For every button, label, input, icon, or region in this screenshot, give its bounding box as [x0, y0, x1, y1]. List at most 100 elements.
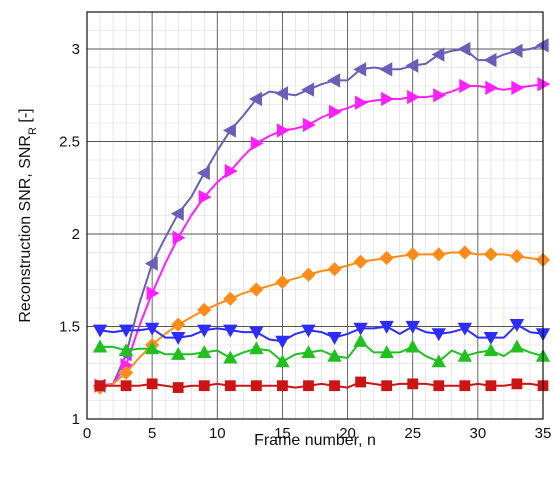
series-2-point: [198, 189, 212, 205]
series-4-point: [144, 322, 160, 336]
series-1-point: [457, 41, 471, 57]
series-5-point: [405, 339, 420, 353]
series-5-point: [457, 348, 473, 362]
series-6-point: [94, 380, 106, 392]
series-6-point: [511, 378, 523, 390]
series-6-point: [329, 380, 340, 392]
series-1-point: [353, 62, 367, 77]
series-6-point: [172, 382, 184, 393]
series-1-point: [405, 58, 419, 73]
x-tick-label: 15: [274, 425, 291, 442]
series-6-point: [277, 380, 288, 392]
series-2-point: [459, 78, 473, 94]
series-1-point: [301, 82, 315, 97]
series-5-point: [483, 343, 499, 357]
series-3-point: [327, 262, 342, 277]
x-tick-label: 25: [404, 425, 421, 442]
x-tick-label: 5: [148, 425, 156, 442]
series-6-point: [459, 380, 471, 392]
series-6-point: [407, 378, 419, 390]
series-4-point: [118, 324, 134, 338]
series-3-point: [223, 291, 238, 306]
series-5-point: [275, 354, 290, 368]
plot-frame: [86, 11, 544, 420]
x-tick-label: 20: [339, 425, 356, 442]
series-5-line: [100, 340, 544, 363]
series-3-point: [431, 247, 446, 262]
series-1-point: [275, 86, 289, 101]
y-tick-label: 3: [72, 41, 80, 58]
series-2-point: [537, 76, 551, 92]
x-tick-label: 0: [83, 425, 91, 442]
y-axis-title-unit: [-]: [17, 108, 34, 127]
series-1-point: [379, 62, 393, 77]
series-1-point: [535, 38, 549, 53]
series-4-point: [457, 322, 473, 336]
series-3-point: [301, 267, 316, 282]
series-5-point: [249, 341, 264, 355]
y-axis-title: Reconstruction SNR, SNRR [-]: [17, 108, 39, 322]
series-6-point: [146, 378, 158, 390]
y-axis-title-main: Reconstruction SNR, SNR: [17, 135, 34, 323]
series-2-point: [276, 123, 290, 138]
series-4-point: [483, 331, 499, 345]
series-4-point: [405, 320, 420, 334]
series-5-point: [118, 343, 134, 357]
series-2-point: [407, 89, 421, 105]
y-tick-label: 2.5: [59, 134, 80, 151]
series-2-point: [354, 95, 368, 110]
series-5-point: [301, 345, 316, 359]
x-tick-labels: 0 5 10 15 20 25 30 35: [83, 425, 552, 442]
series-2: [94, 76, 551, 393]
y-tick-labels: 1 1.5 2 2.5 3: [59, 41, 80, 428]
series-3-point: [353, 254, 368, 269]
series-6-point: [120, 380, 132, 392]
series-2-point: [328, 104, 342, 120]
series-3-point: [483, 247, 498, 262]
series-2-point: [433, 88, 447, 103]
series-3-point: [171, 317, 186, 332]
series-5-point: [171, 346, 186, 360]
series-6-point: [198, 380, 210, 392]
series-2-point: [146, 286, 160, 301]
series-1-point: [249, 91, 262, 107]
series-6-point: [250, 380, 262, 392]
series-1-point: [170, 206, 184, 221]
series-3-point: [457, 245, 472, 260]
series-3-point: [249, 282, 264, 297]
series-5-point: [144, 341, 160, 355]
series-4-point: [171, 331, 186, 345]
series-1-point: [483, 52, 497, 68]
series-5-point: [353, 333, 368, 347]
series-2-point: [250, 136, 264, 151]
series-4-point: [353, 322, 368, 336]
y-tick-label: 2: [72, 226, 80, 243]
y-axis-title-subscript: R: [27, 127, 39, 135]
series-5-point: [327, 348, 342, 362]
series-3-point: [275, 275, 290, 290]
series-2-point: [511, 80, 525, 96]
series-1-point: [509, 43, 523, 59]
series-6-point: [303, 380, 314, 392]
series-3-point: [379, 250, 394, 266]
series-2-point: [224, 163, 238, 179]
series-2-point: [172, 230, 186, 245]
y-tick-label: 1: [72, 411, 80, 428]
series-4-line: [99, 323, 544, 343]
series-4-point: [249, 326, 264, 340]
series-3-point: [509, 249, 525, 264]
series-4: [92, 319, 551, 349]
series-4-point: [301, 324, 316, 338]
series-5-point: [197, 345, 212, 359]
series-5-point: [509, 339, 525, 353]
series-4-point: [197, 324, 212, 338]
series-2-point: [485, 80, 499, 96]
series-5-point: [92, 339, 108, 353]
series-6-point: [224, 380, 236, 392]
series-1-point: [222, 123, 236, 138]
series-1-point: [196, 165, 210, 181]
series-2-point: [302, 117, 316, 133]
series-5-point: [379, 345, 394, 359]
series-1-point: [327, 73, 341, 88]
